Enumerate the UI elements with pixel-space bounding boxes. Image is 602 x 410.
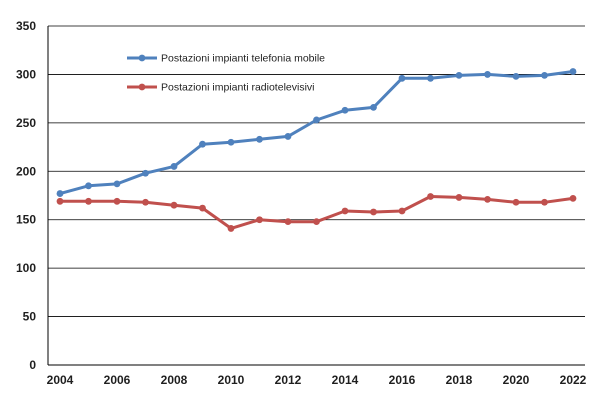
data-point xyxy=(569,195,577,202)
x-tick-label: 2008 xyxy=(161,373,188,387)
legend: Postazioni impianti telefonia mobile Post… xyxy=(127,53,325,94)
x-tick-label: 2022 xyxy=(560,373,587,387)
x-tick-label: 2020 xyxy=(503,373,530,387)
data-point xyxy=(398,74,406,82)
data-point xyxy=(427,193,434,200)
data-point xyxy=(541,71,548,79)
y-tick-label: 200 xyxy=(16,164,36,178)
legend-item: Postazioni impianti radiotelevisivi xyxy=(127,82,315,94)
data-point xyxy=(512,198,520,206)
series-1 xyxy=(56,68,577,197)
data-point xyxy=(427,74,434,82)
data-point xyxy=(85,197,92,205)
data-point xyxy=(56,190,64,197)
y-tick-label: 150 xyxy=(16,213,36,227)
data-point xyxy=(370,103,377,111)
data-point xyxy=(113,180,121,188)
y-tick-label: 50 xyxy=(23,310,37,324)
data-point xyxy=(170,201,178,209)
y-tick-label: 100 xyxy=(16,261,36,275)
legend-swatch-marker xyxy=(138,83,146,91)
data-point xyxy=(142,169,149,177)
data-point xyxy=(370,208,377,216)
data-point xyxy=(484,71,491,78)
data-point xyxy=(170,163,178,170)
y-tick-label: 250 xyxy=(16,116,36,130)
x-tick-label: 2006 xyxy=(104,373,131,387)
data-point xyxy=(484,195,491,203)
data-point xyxy=(455,71,463,79)
data-point xyxy=(341,106,349,114)
data-point xyxy=(256,216,263,224)
data-point xyxy=(569,68,577,75)
data-point xyxy=(284,218,292,226)
data-point xyxy=(142,198,149,206)
x-tick-label: 2012 xyxy=(275,373,302,387)
data-point xyxy=(227,138,235,146)
y-axis-ticks: 0 50 100 150 200 250 300 350 xyxy=(16,19,36,372)
data-point xyxy=(284,133,292,140)
legend-item: Postazioni impianti telefonia mobile xyxy=(127,53,325,65)
data-point xyxy=(256,135,263,143)
x-tick-label: 2018 xyxy=(446,373,473,387)
y-tick-label: 0 xyxy=(29,358,36,372)
data-point xyxy=(455,194,463,201)
data-point xyxy=(313,116,320,124)
data-point xyxy=(85,182,92,190)
y-tick-label: 350 xyxy=(16,19,36,33)
data-point xyxy=(199,140,206,148)
x-axis-ticks: 2004 2006 2008 2010 2012 2014 2016 2018 2020 2022 xyxy=(47,373,587,387)
x-tick-label: 2010 xyxy=(218,373,245,387)
data-point xyxy=(341,207,349,215)
data-point xyxy=(541,198,548,206)
series-layer xyxy=(56,68,577,232)
data-point xyxy=(398,207,406,215)
series-2 xyxy=(56,193,577,232)
data-point xyxy=(113,197,121,205)
data-point xyxy=(56,197,64,205)
y-tick-label: 300 xyxy=(16,67,36,81)
legend-label: Postazioni impianti radiotelevisivi xyxy=(161,82,315,94)
x-tick-label: 2014 xyxy=(332,373,359,387)
data-point xyxy=(313,218,320,226)
x-tick-label: 2004 xyxy=(47,373,74,387)
x-tick-label: 2016 xyxy=(389,373,416,387)
legend-label: Postazioni impianti telefonia mobile xyxy=(161,53,325,65)
series-line xyxy=(59,70,574,196)
legend-swatch-marker xyxy=(138,54,146,62)
data-point xyxy=(227,225,235,232)
data-point xyxy=(199,204,206,212)
data-point xyxy=(512,72,520,80)
